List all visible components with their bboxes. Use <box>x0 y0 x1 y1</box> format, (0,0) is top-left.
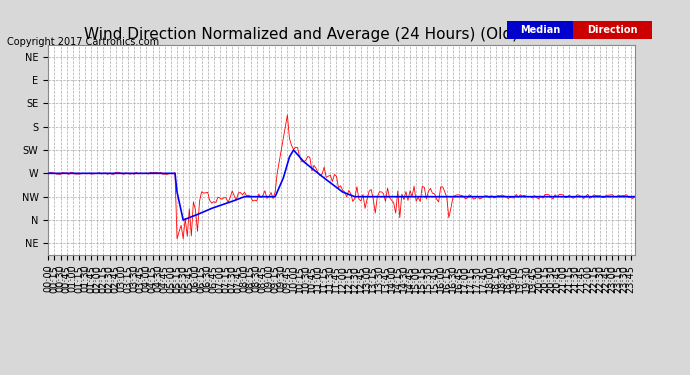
Title: Wind Direction Normalized and Average (24 Hours) (Old) 20171112: Wind Direction Normalized and Average (2… <box>83 27 600 42</box>
Text: Direction: Direction <box>587 26 638 35</box>
Text: Copyright 2017 Cartronics.com: Copyright 2017 Cartronics.com <box>7 37 159 47</box>
Text: Median: Median <box>520 26 560 35</box>
